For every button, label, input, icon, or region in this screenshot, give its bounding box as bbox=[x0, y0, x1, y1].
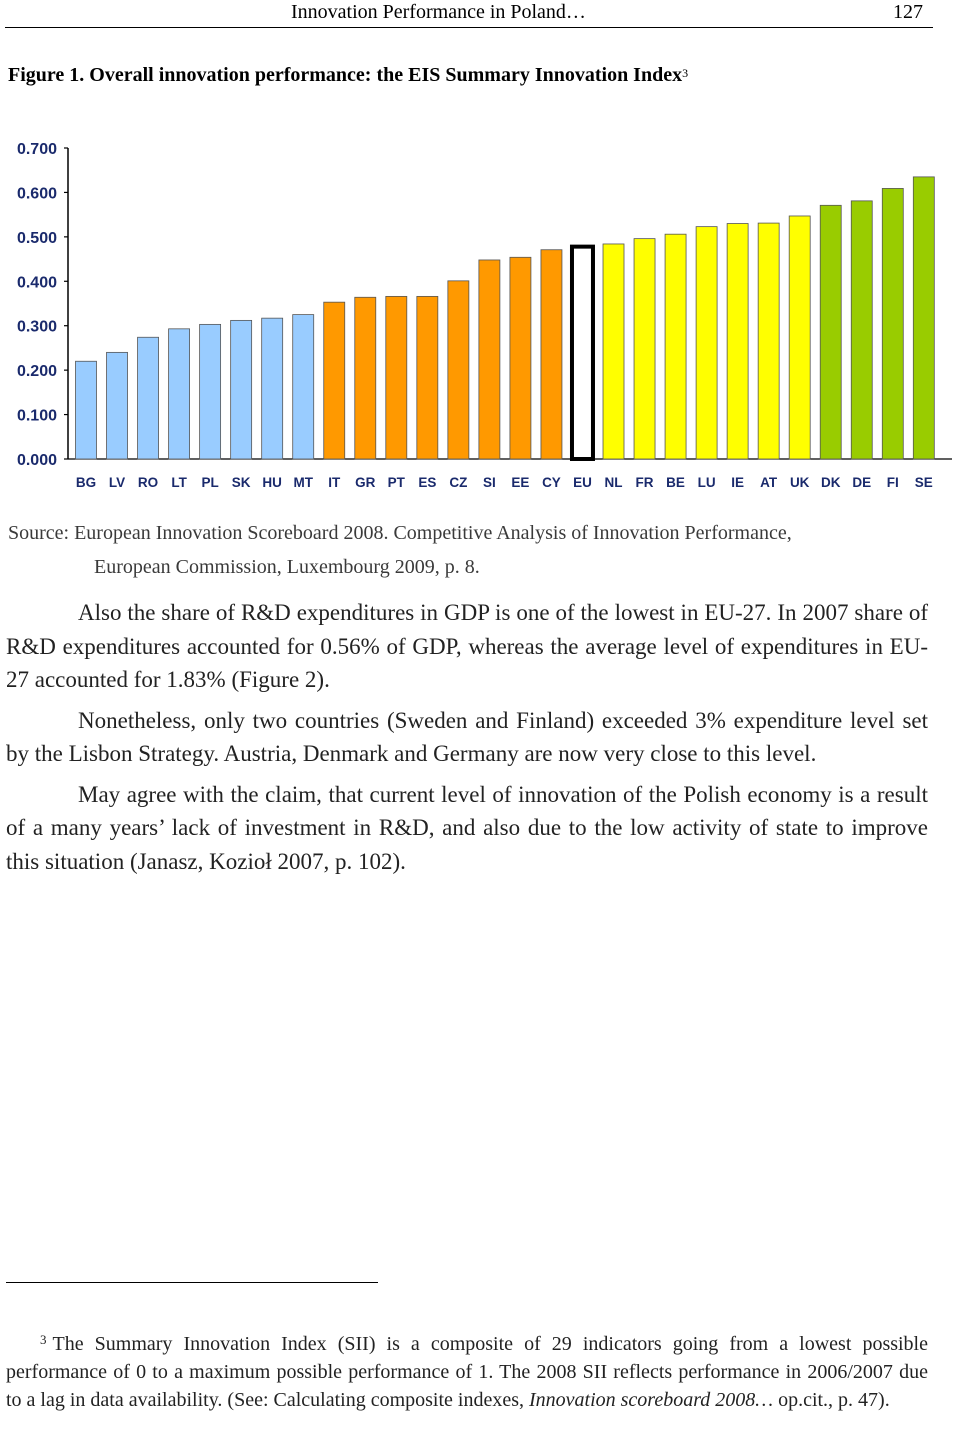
footnote-tail: op.cit., p. 47). bbox=[773, 1389, 890, 1411]
x-tick-label: PL bbox=[201, 475, 218, 490]
y-tick-label: 0.600 bbox=[17, 185, 57, 202]
body-paragraph-1: Also the share of R&D expenditures in GD… bbox=[6, 600, 928, 692]
bar-bg bbox=[75, 360, 97, 460]
x-tick-label: LU bbox=[698, 475, 716, 490]
x-tick-label: IE bbox=[731, 475, 744, 490]
body-text: Also the share of R&D expenditures in GD… bbox=[6, 596, 928, 885]
bar-hu bbox=[261, 317, 284, 460]
x-tick-label: PT bbox=[388, 475, 406, 490]
bar-be bbox=[664, 233, 687, 460]
bar-pl bbox=[199, 323, 222, 460]
figure-caption-text: Figure 1. Overall innovation performance… bbox=[8, 64, 683, 86]
bar-lu bbox=[695, 226, 718, 460]
bar-si bbox=[478, 259, 501, 460]
figure-caption: Figure 1. Overall innovation performance… bbox=[8, 62, 928, 88]
bar-lv bbox=[106, 351, 128, 460]
y-tick-label: 0.500 bbox=[17, 230, 57, 247]
bar-sk bbox=[230, 319, 253, 460]
x-tick-label: AT bbox=[760, 475, 778, 490]
bar-lt bbox=[168, 328, 190, 460]
x-axis-labels: BG LV RO LT PL SK HU MT IT GR PT ES CZ SI EE CY EU NL FR BE… bbox=[76, 475, 933, 490]
page-number: 127 bbox=[893, 1, 923, 23]
x-tick-label: LT bbox=[171, 475, 187, 490]
x-tick-label: BG bbox=[76, 475, 96, 490]
body-paragraph-3: May agree with the claim, that current l… bbox=[6, 781, 928, 874]
bar-nl bbox=[602, 243, 625, 460]
footnote-mark: 3 bbox=[40, 1332, 47, 1347]
y-tick-label: 0.300 bbox=[17, 319, 57, 336]
x-tick-label: DK bbox=[821, 475, 841, 490]
bar-eu bbox=[569, 244, 595, 462]
source-line-1: Source: European Innovation Scoreboard 2… bbox=[8, 522, 792, 544]
x-tick-label: ES bbox=[418, 475, 436, 490]
y-tick-label: 0.200 bbox=[17, 363, 57, 380]
bar-fi bbox=[881, 188, 904, 460]
figure-source: Source: European Innovation Scoreboard 2… bbox=[8, 516, 928, 584]
x-tick-label: FI bbox=[887, 475, 899, 490]
x-tick-label: HU bbox=[262, 475, 282, 490]
bar-at bbox=[757, 222, 780, 460]
footnote-text: The Summary Innovation Index (SII) is a … bbox=[6, 1333, 928, 1411]
x-tick-label: CY bbox=[542, 475, 561, 490]
x-tick-label: EE bbox=[511, 475, 529, 490]
x-tick-label: BE bbox=[666, 475, 685, 490]
x-tick-label: RO bbox=[138, 475, 158, 490]
x-tick-label: NL bbox=[605, 475, 623, 490]
x-tick-label: EU bbox=[573, 475, 592, 490]
bar-it bbox=[323, 301, 346, 460]
bar-es bbox=[416, 295, 439, 460]
y-tick-label: 0.400 bbox=[17, 274, 57, 291]
x-tick-label: SE bbox=[915, 475, 933, 490]
x-tick-label: MT bbox=[293, 475, 313, 490]
source-line-2: European Commission, Luxembourg 2009, p.… bbox=[94, 556, 480, 578]
x-tick-label: DE bbox=[852, 475, 871, 490]
x-tick-label: GR bbox=[355, 475, 376, 490]
bar-gr bbox=[354, 296, 377, 460]
bar-ee bbox=[509, 256, 532, 460]
running-title: Innovation Performance in Poland… bbox=[291, 1, 586, 23]
running-head: Innovation Performance in Poland… 127 bbox=[5, 0, 933, 28]
bar-pt bbox=[385, 295, 408, 460]
footnote-rule bbox=[6, 1282, 378, 1283]
y-tick-label: 0.100 bbox=[17, 408, 57, 425]
bars bbox=[75, 176, 935, 462]
x-tick-label: UK bbox=[790, 475, 810, 490]
innovation-index-bar-chart: 0.000 0.100 0.200 0.300 0.400 0.500 0.600 0.700… bbox=[17, 141, 952, 490]
bar-dk bbox=[819, 204, 842, 460]
footnote: 3 The Summary Innovation Index (SII) is a… bbox=[6, 1330, 928, 1414]
bar-ie bbox=[726, 223, 749, 460]
bar-mt bbox=[292, 314, 315, 460]
bar-cz bbox=[447, 280, 470, 460]
bar-fr bbox=[633, 238, 656, 460]
bar-uk bbox=[788, 215, 811, 460]
body-paragraph-2: Nonetheless, only two countries (Sweden … bbox=[6, 707, 928, 767]
bar-de bbox=[850, 200, 873, 460]
x-tick-label: IT bbox=[328, 475, 341, 490]
x-tick-label: LV bbox=[109, 475, 125, 490]
bar-se bbox=[912, 176, 935, 460]
bar-cy bbox=[540, 249, 563, 460]
y-tick-label: 0.700 bbox=[17, 141, 57, 158]
x-tick-label: SK bbox=[232, 475, 251, 490]
x-tick-label: SI bbox=[483, 475, 496, 490]
bar-ro bbox=[137, 336, 159, 460]
x-tick-label: CZ bbox=[449, 475, 467, 490]
y-tick-label: 0.000 bbox=[17, 452, 57, 469]
footnote-italic: Innovation scoreboard 2008… bbox=[529, 1389, 774, 1411]
x-tick-label: FR bbox=[636, 475, 654, 490]
figure-footnote-ref: 3 bbox=[682, 66, 689, 80]
